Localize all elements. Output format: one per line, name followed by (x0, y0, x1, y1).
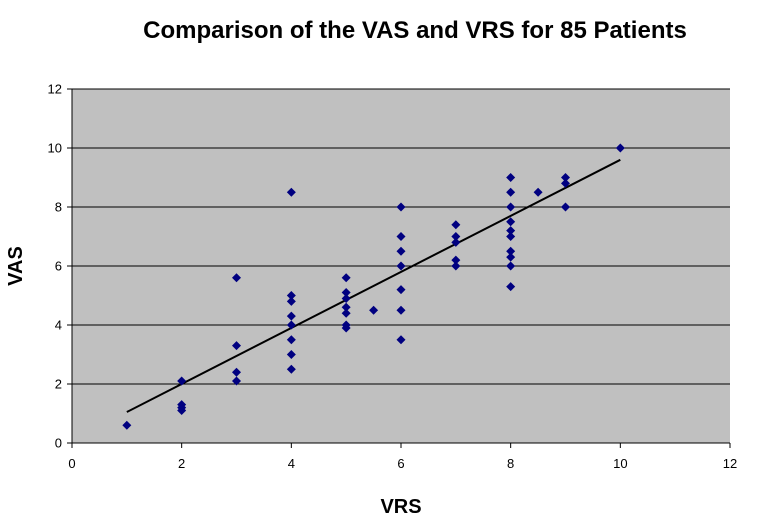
data-point (451, 232, 461, 241)
data-point (396, 285, 406, 295)
data-point (396, 305, 406, 315)
data-point (396, 202, 406, 212)
data-point (286, 364, 296, 374)
data-point (561, 202, 570, 212)
data-point (286, 335, 296, 345)
data-point (286, 291, 296, 300)
y-tick-label: 4 (55, 318, 62, 333)
data-point (506, 226, 516, 236)
data-point (122, 420, 132, 430)
data-point (341, 288, 351, 298)
data-point (341, 293, 351, 303)
y-tick-label: 2 (55, 377, 62, 392)
data-point (451, 237, 461, 247)
data-point (451, 220, 461, 230)
trendline (126, 158, 621, 413)
x-tick-label: 6 (397, 456, 404, 471)
x-axis-title: VRS (380, 496, 421, 518)
data-point (232, 367, 241, 377)
y-tick-label: 8 (55, 200, 62, 215)
data-point (561, 178, 570, 188)
data-point (451, 255, 461, 265)
axes (67, 88, 731, 448)
data-point (341, 302, 351, 312)
data-point (177, 406, 187, 416)
data-point (396, 261, 406, 271)
tick-labels: 0 2 4 6 8 10 12 0 2 4 6 8 10 12 (48, 82, 738, 472)
y-tick-label: 0 (55, 436, 62, 451)
y-axis-title: VAS (5, 246, 27, 286)
data-point (506, 217, 516, 227)
y-tick-label: 10 (48, 141, 62, 156)
data-point (506, 282, 516, 292)
data-point (232, 376, 241, 386)
x-tick-label: 10 (613, 456, 627, 471)
data-point (341, 323, 351, 333)
data-point (506, 246, 516, 256)
chart-title: Comparison of the VAS and VRS for 85 Pat… (143, 17, 687, 44)
data-point (506, 261, 516, 271)
data-point (232, 273, 241, 283)
x-tick-label: 12 (723, 456, 737, 471)
data-point (533, 187, 543, 197)
data-point (396, 246, 406, 256)
x-tick-label: 8 (507, 456, 514, 471)
data-point (341, 273, 351, 283)
x-tick-label: 0 (68, 456, 75, 471)
data-point (286, 350, 296, 359)
data-point (561, 173, 570, 182)
data-point (286, 320, 296, 330)
y-tick-label: 12 (48, 82, 62, 97)
data-point (506, 232, 516, 241)
data-point (506, 202, 516, 212)
y-tick-label: 6 (55, 259, 62, 274)
data-point (506, 187, 516, 197)
data-point (177, 376, 187, 386)
data-point (341, 308, 351, 318)
data-point (286, 296, 296, 306)
data-point (396, 335, 406, 345)
data-point (615, 143, 625, 153)
data-point (506, 252, 516, 262)
data-point (396, 232, 406, 241)
data-point (451, 261, 461, 271)
data-point (506, 173, 516, 182)
x-tick-label: 4 (288, 456, 295, 471)
data-point (286, 311, 296, 321)
data-point (232, 341, 241, 351)
data-point (369, 305, 379, 315)
x-tick-label: 2 (178, 456, 185, 471)
data-point (286, 187, 296, 197)
data-points (122, 143, 625, 430)
